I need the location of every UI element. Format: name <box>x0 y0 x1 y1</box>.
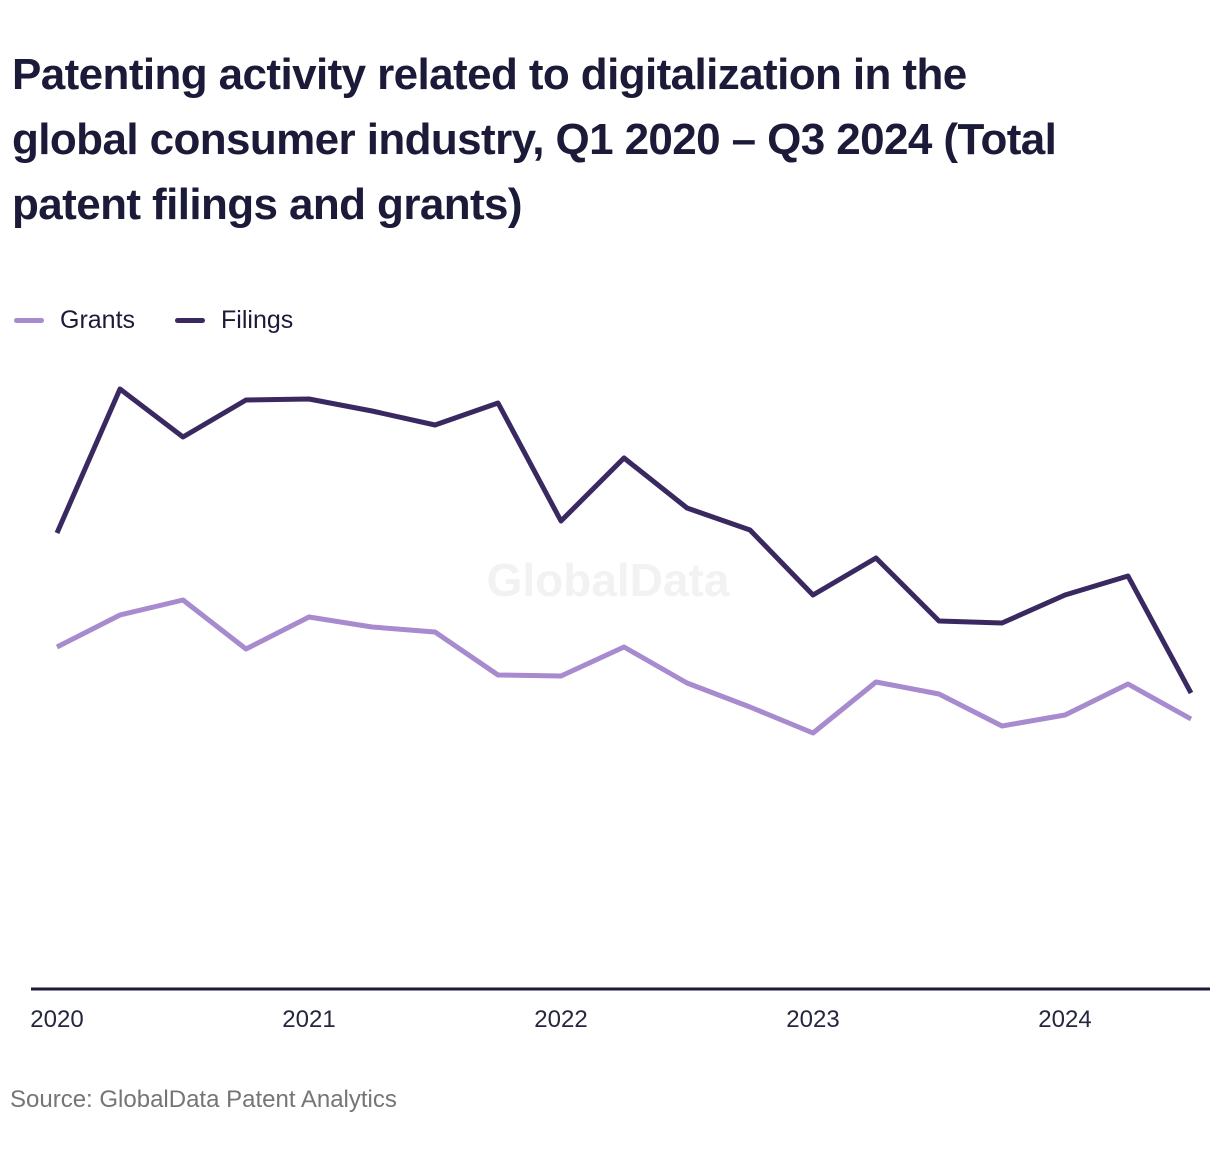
legend-label-filings: Filings <box>221 306 294 334</box>
legend-swatch-grants <box>14 318 44 323</box>
legend-swatch-filings <box>175 318 206 323</box>
legend-item-grants[interactable]: Grants <box>14 306 135 335</box>
chart-title-line-3: patent filings and grants) <box>12 180 523 229</box>
filings-line <box>54 386 1194 695</box>
legend-item-filings[interactable]: Filings <box>175 306 293 335</box>
x-tick-2020: 2020 <box>30 1006 84 1033</box>
x-tick-2023: 2023 <box>786 1006 840 1033</box>
chart-title-line-2: global consumer industry, Q1 2020 – Q3 2… <box>12 115 1057 164</box>
grants-line <box>55 597 1193 736</box>
chart-title: Patenting activity related to digitaliza… <box>12 42 1057 237</box>
source-note: Source: GlobalData Patent Analytics <box>10 1086 397 1113</box>
x-tick-2022: 2022 <box>534 1006 588 1033</box>
x-tick-2024: 2024 <box>1038 1006 1092 1033</box>
legend-label-grants: Grants <box>60 306 136 334</box>
chart-title-line-1: Patenting activity related to digitaliza… <box>12 50 967 99</box>
watermark-text: GlobalData <box>487 554 730 606</box>
legend: Grants Filings <box>14 306 293 335</box>
x-tick-2021: 2021 <box>282 1006 336 1033</box>
